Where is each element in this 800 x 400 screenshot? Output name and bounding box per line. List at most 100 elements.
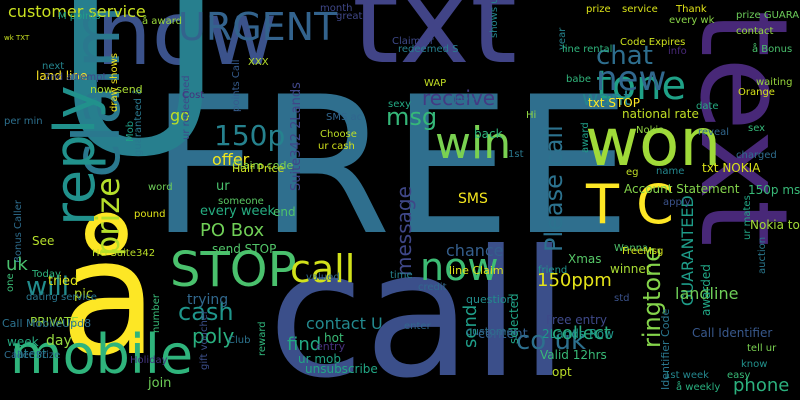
cloud-word: hot xyxy=(324,331,344,345)
cloud-word: 1st week xyxy=(664,370,709,381)
cloud-word: WAP xyxy=(424,78,447,89)
cloud-word: STOP xyxy=(170,242,297,298)
cloud-word: message xyxy=(392,186,416,276)
cloud-word: contact U xyxy=(306,314,383,333)
cloud-word: want xyxy=(582,86,632,110)
cloud-word: win xyxy=(435,118,512,169)
cloud-word: M points xyxy=(58,11,101,22)
cloud-word: go xyxy=(170,106,190,125)
cloud-word: Call MobileUpd8 xyxy=(2,317,92,330)
cloud-word: txt STOP xyxy=(588,96,640,110)
cloud-word: 150p msg xyxy=(748,183,800,197)
cloud-word: Claim code xyxy=(232,159,294,172)
cloud-word: tell ur xyxy=(747,343,777,354)
cloud-word: Today xyxy=(32,269,61,280)
cloud-word: number xyxy=(151,293,162,333)
cloud-word: line rental xyxy=(562,44,613,55)
cloud-word: Half Price xyxy=(232,162,285,175)
cloud-word: ur xyxy=(216,179,230,194)
cloud-word: every wk xyxy=(669,15,715,26)
cloud-word: valued xyxy=(306,272,340,283)
cloud-word: call xyxy=(290,247,356,291)
cloud-word: PO Box xyxy=(200,220,265,241)
cloud-word: Nokia xyxy=(636,125,665,136)
cloud-word: collect xyxy=(552,323,611,344)
cloud-word: winner xyxy=(610,262,651,276)
cloud-word: prize GUARANTEED xyxy=(736,10,800,21)
cloud-word: wk TXT xyxy=(4,34,30,42)
cloud-word: Thank xyxy=(676,4,707,15)
cloud-word: date xyxy=(696,101,719,112)
cloud-word: U xyxy=(54,0,223,208)
cloud-word: ur mob xyxy=(298,352,342,366)
cloud-word: HG Suite342 xyxy=(92,248,156,259)
cloud-word: Valid 12hrs xyxy=(540,348,607,362)
cloud-word: will xyxy=(26,272,69,302)
cloud-word: URGENT xyxy=(178,5,338,49)
cloud-word: word xyxy=(148,182,173,193)
cloud-word: Orange xyxy=(738,87,775,98)
cloud-word: question xyxy=(466,293,514,306)
cloud-word: chance xyxy=(446,241,504,260)
cloud-word: å weekly xyxy=(676,382,721,393)
cloud-word: chat xyxy=(596,41,653,71)
cloud-word: prize xyxy=(89,177,127,256)
cloud-word: txt NOKIA xyxy=(702,161,761,175)
cloud-word: sexy xyxy=(388,99,412,110)
cloud-word: mobile xyxy=(10,323,194,386)
cloud-word: pound xyxy=(134,209,166,220)
cloud-word: find xyxy=(287,334,322,355)
cloud-word: uk xyxy=(6,254,28,275)
cloud-word: FREE xyxy=(150,56,632,277)
cloud-word: XXX xyxy=(248,57,269,68)
cloud-word: reveal xyxy=(698,127,730,138)
cloud-word: waiting xyxy=(756,77,793,88)
cloud-word: customer xyxy=(466,325,518,338)
cloud-word: land line xyxy=(36,69,88,83)
cloud-word: points Call xyxy=(231,59,242,112)
cloud-word: new xyxy=(596,59,667,99)
cloud-word: awarded xyxy=(699,264,713,316)
cloud-word: Club xyxy=(228,335,251,346)
cloud-word: msg xyxy=(386,103,438,131)
cloud-word: trying xyxy=(187,292,229,308)
cloud-word: unsubscribe xyxy=(305,362,378,376)
cloud-word: offer xyxy=(212,150,250,169)
cloud-word: Account Statement xyxy=(624,182,740,196)
cloud-word: per min xyxy=(4,116,43,127)
cloud-word: prize xyxy=(586,4,611,15)
cloud-word: SMS xyxy=(458,191,488,207)
cloud-word: name xyxy=(656,166,685,177)
cloud-word: reward xyxy=(257,321,268,356)
cloud-word: award xyxy=(580,122,591,153)
cloud-word: auction xyxy=(757,236,768,274)
cloud-word: 150p xyxy=(214,119,286,152)
cloud-word: eg xyxy=(626,167,639,178)
cloud-word: now send xyxy=(90,83,143,96)
cloud-word: customer service xyxy=(8,2,146,21)
cloud-word: 2Lands Row xyxy=(542,327,614,341)
cloud-word: Code Expires xyxy=(620,37,686,48)
cloud-word: T C xyxy=(586,173,674,236)
cloud-word: PRIVATE xyxy=(30,315,79,329)
cloud-word: å xyxy=(60,204,159,391)
cloud-word: FreeMsg xyxy=(622,246,664,257)
cloud-word: Holiday xyxy=(130,355,168,366)
cloud-word: receive xyxy=(422,86,496,110)
cloud-word: 1st xyxy=(508,149,524,160)
cloud-word: back xyxy=(474,127,503,141)
cloud-word: enter xyxy=(404,321,431,332)
cloud-word: Wanna xyxy=(614,243,649,254)
cloud-word: week xyxy=(7,335,39,349)
cloud-word: someone xyxy=(218,196,264,207)
cloud-word: entry xyxy=(316,340,346,353)
cloud-word: Call Identifier xyxy=(692,326,773,340)
cloud-word: ur redeemed xyxy=(181,75,192,140)
cloud-word: landline xyxy=(675,284,739,303)
cloud-word: call xyxy=(268,214,569,400)
cloud-word: co uk xyxy=(516,326,587,356)
cloud-word: å Bonus xyxy=(752,44,793,55)
cloud-word: opt xyxy=(552,365,572,379)
cloud-word: Hi xyxy=(526,110,537,121)
cloud-word: sex xyxy=(748,123,766,134)
